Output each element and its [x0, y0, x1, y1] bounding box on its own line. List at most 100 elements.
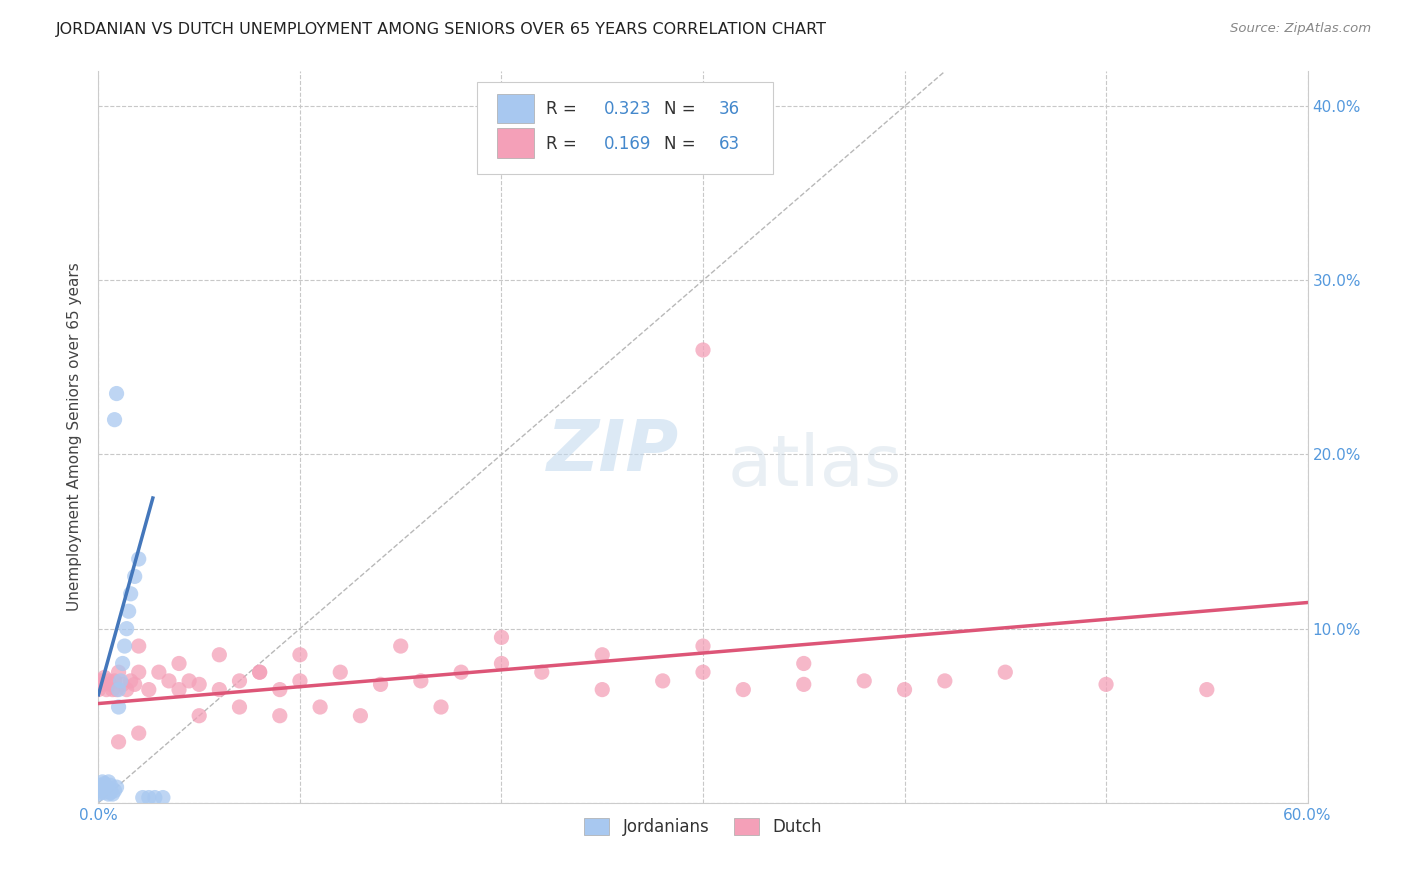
Point [793, 657, 815, 671]
Point [100, 785, 122, 799]
Point [93, 781, 115, 796]
Point [1195, 682, 1218, 697]
Point [111, 677, 134, 691]
Point [138, 682, 160, 697]
Text: R =: R = [546, 135, 582, 153]
Point [148, 665, 170, 680]
Point [91, 783, 114, 797]
Point [111, 657, 134, 671]
Point [249, 665, 271, 680]
Point [692, 639, 714, 653]
Point [132, 790, 155, 805]
FancyBboxPatch shape [477, 82, 773, 174]
Point [692, 665, 714, 680]
Point [152, 790, 174, 805]
Point [105, 682, 128, 697]
Point [430, 700, 453, 714]
Point [93, 777, 115, 791]
Point [249, 665, 271, 680]
Text: N =: N = [664, 101, 702, 119]
Point [87, 682, 110, 697]
Point [93, 670, 115, 684]
Point [450, 665, 472, 680]
Point [491, 657, 513, 671]
Point [115, 622, 138, 636]
Point [128, 552, 150, 566]
Point [93, 785, 115, 799]
Point [103, 783, 125, 797]
Point [1095, 677, 1118, 691]
Point [105, 780, 128, 794]
Point [96, 780, 118, 794]
Text: 63: 63 [718, 135, 740, 153]
Point [97, 781, 120, 796]
Point [309, 700, 332, 714]
Point [87, 787, 110, 801]
Point [188, 708, 211, 723]
Point [91, 677, 114, 691]
Point [853, 673, 876, 688]
Text: N =: N = [664, 135, 702, 153]
Y-axis label: Unemployment Among Seniors over 65 years: Unemployment Among Seniors over 65 years [67, 263, 83, 611]
Point [96, 682, 118, 697]
Point [118, 604, 141, 618]
Point [269, 682, 291, 697]
Point [208, 648, 231, 662]
Point [107, 700, 129, 714]
Point [120, 587, 142, 601]
Point [87, 781, 110, 796]
Point [329, 665, 352, 680]
Point [107, 735, 129, 749]
Point [96, 783, 118, 797]
Text: JORDANIAN VS DUTCH UNEMPLOYMENT AMONG SENIORS OVER 65 YEARS CORRELATION CHART: JORDANIAN VS DUTCH UNEMPLOYMENT AMONG SE… [56, 22, 827, 37]
Text: Source: ZipAtlas.com: Source: ZipAtlas.com [1230, 22, 1371, 36]
Point [128, 726, 150, 740]
Point [167, 682, 190, 697]
Point [105, 386, 128, 401]
Text: ZIP: ZIP [547, 417, 679, 486]
Text: 36: 36 [718, 101, 740, 119]
Legend: Jordanians, Dutch: Jordanians, Dutch [574, 807, 832, 846]
Point [228, 700, 250, 714]
Point [124, 569, 146, 583]
Point [934, 673, 956, 688]
Point [103, 673, 125, 688]
Point [530, 665, 553, 680]
Point [124, 677, 146, 691]
Point [97, 787, 120, 801]
Point [269, 708, 291, 723]
Text: atlas: atlas [727, 432, 901, 500]
Point [389, 639, 412, 653]
Point [370, 677, 392, 691]
Text: 0.169: 0.169 [603, 135, 651, 153]
Point [143, 790, 166, 805]
Point [128, 665, 150, 680]
Point [228, 673, 250, 688]
Point [167, 657, 190, 671]
Point [188, 677, 211, 691]
Point [101, 682, 124, 697]
Point [103, 412, 125, 426]
Point [107, 682, 129, 697]
Point [591, 682, 613, 697]
Point [288, 673, 311, 688]
Point [793, 677, 815, 691]
Point [110, 673, 132, 688]
Point [288, 648, 311, 662]
Point [115, 682, 138, 697]
Point [100, 778, 122, 792]
Point [138, 790, 160, 805]
Point [89, 673, 111, 688]
Point [208, 682, 231, 697]
Point [97, 673, 120, 688]
Point [893, 682, 915, 697]
Point [409, 673, 432, 688]
Text: 0.323: 0.323 [603, 101, 651, 119]
Text: R =: R = [546, 101, 582, 119]
FancyBboxPatch shape [498, 128, 534, 158]
Point [120, 673, 142, 688]
Point [107, 665, 129, 680]
Point [994, 665, 1017, 680]
Point [91, 780, 114, 794]
Point [733, 682, 755, 697]
